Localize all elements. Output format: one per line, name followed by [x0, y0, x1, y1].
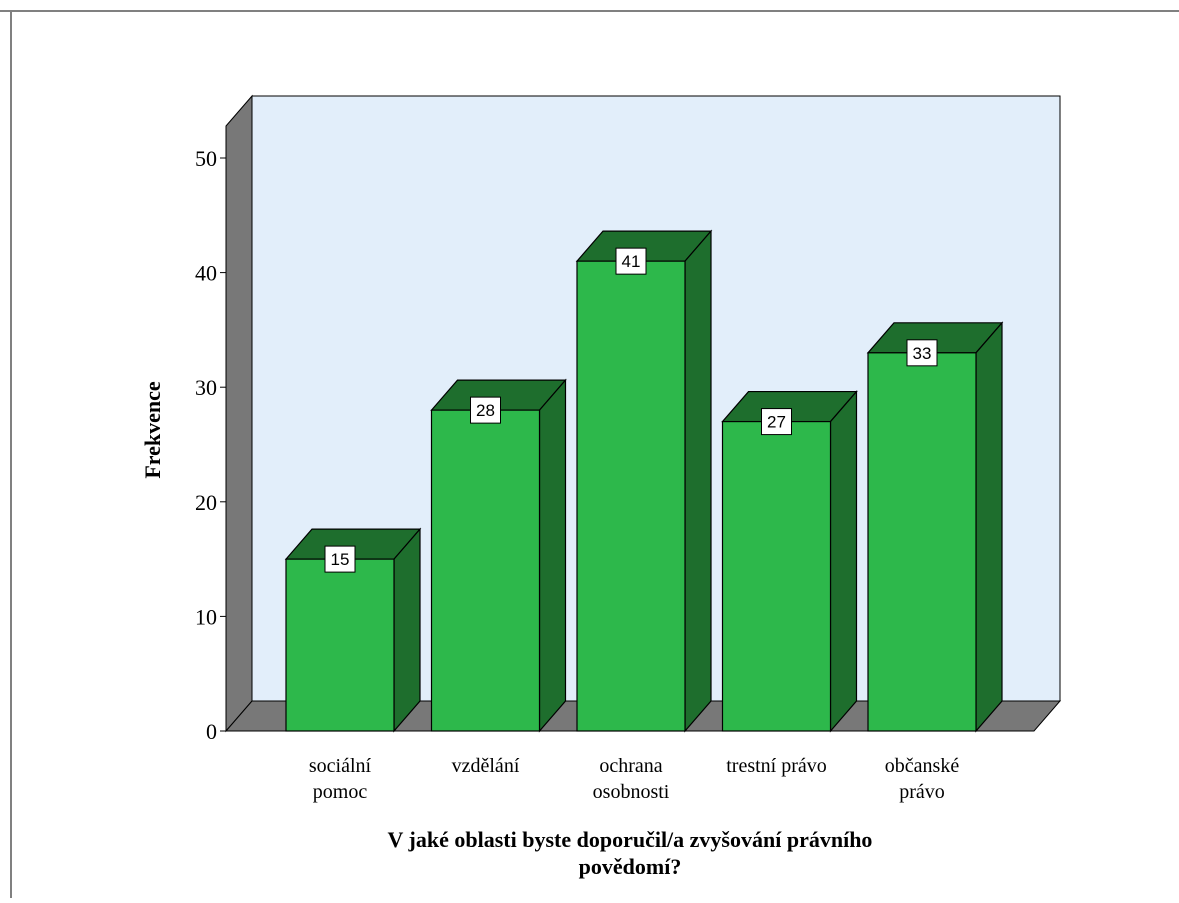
data-label: 27: [767, 413, 786, 432]
bar-side: [538, 378, 567, 733]
x-axis-title: povědomí?: [579, 854, 682, 879]
bar: [867, 352, 977, 732]
x-axis-title: V jaké oblasti byste doporučil/a zvyšová…: [388, 827, 873, 852]
left-wall: [225, 94, 253, 733]
data-label-background: [906, 339, 938, 367]
bar-side: [829, 389, 858, 733]
bar-side: [393, 527, 421, 733]
x-tick-label: sociální: [309, 755, 372, 777]
x-tick-label: právo: [899, 781, 945, 803]
data-label-box: 33: [906, 339, 938, 367]
bar: [285, 558, 395, 732]
data-label-box: 28: [470, 396, 501, 424]
x-tick-label: ochrana: [599, 755, 662, 777]
bar: [721, 420, 832, 732]
x-tick-label: osobnosti: [593, 781, 670, 803]
data-label-box: 15: [324, 545, 356, 573]
x-tick-label: trestní právo: [726, 755, 827, 777]
data-label: 15: [331, 550, 350, 569]
data-label: 33: [913, 344, 932, 363]
data-label-background: [761, 408, 792, 436]
data-label-box: 41: [615, 247, 647, 275]
x-tick-label: pomoc: [313, 781, 368, 803]
x-tick-label: občanské: [885, 755, 960, 777]
y-tick-label: 50: [195, 146, 217, 171]
y-axis-title: Frekvence: [140, 381, 165, 479]
bar: [430, 409, 541, 732]
y-tick-label: 30: [195, 375, 217, 400]
data-label-background: [615, 247, 647, 275]
data-label-background: [324, 545, 356, 573]
bar-group: 15: [284, 527, 422, 733]
data-label: 41: [622, 252, 641, 271]
data-label-box: 27: [761, 408, 792, 436]
y-tick-label: 0: [206, 719, 217, 744]
bar: [576, 260, 686, 732]
bar-group: 27: [721, 389, 858, 733]
y-tick-label: 10: [195, 604, 217, 629]
bar-group: 41: [575, 229, 713, 733]
bar-side: [975, 321, 1003, 733]
data-label-background: [470, 396, 501, 424]
data-label: 28: [476, 401, 495, 420]
bar-group: 28: [430, 378, 567, 733]
bar-group: 33: [866, 321, 1004, 733]
y-tick-label: 40: [195, 261, 217, 286]
y-tick-label: 20: [195, 490, 217, 515]
x-tick-label: vzdělání: [452, 755, 520, 777]
bar-side: [684, 229, 712, 733]
